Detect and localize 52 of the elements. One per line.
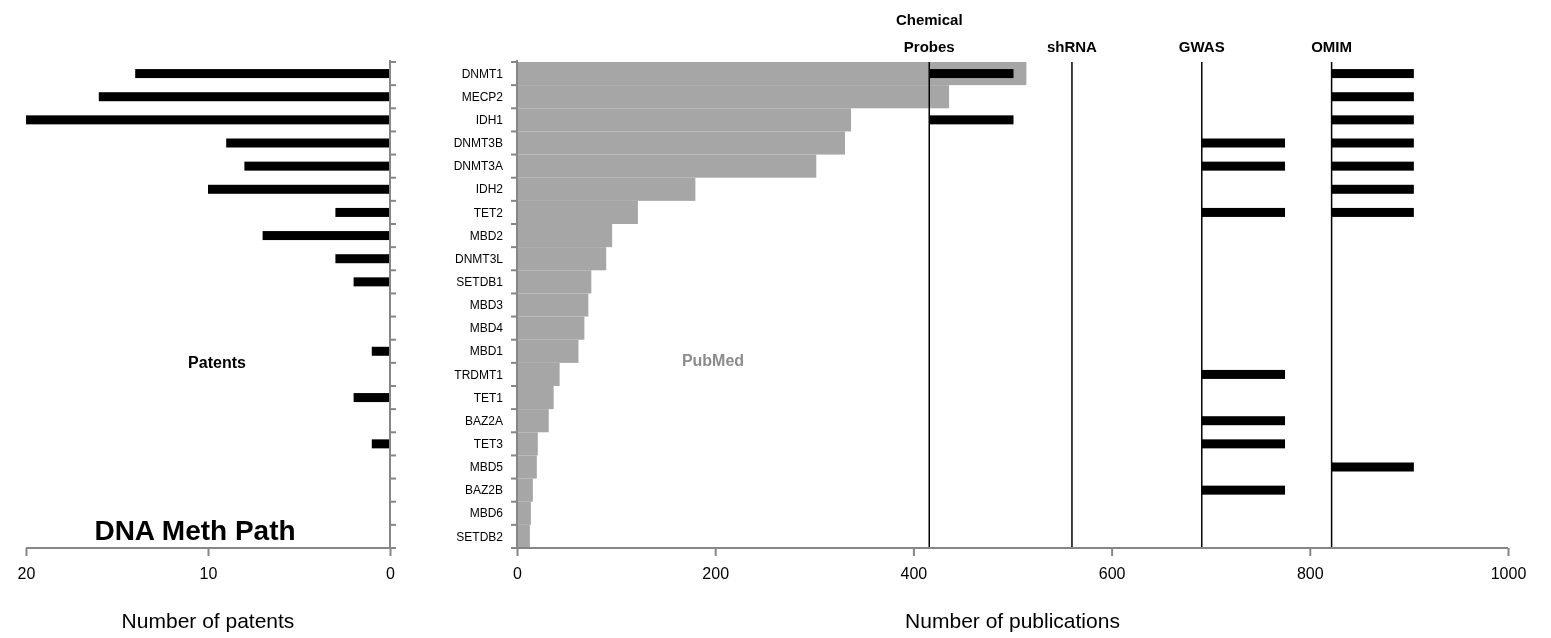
- y-tick-label: BAZ2B: [464, 483, 503, 498]
- bar: [371, 439, 390, 449]
- bar: [98, 92, 390, 102]
- y-tick-label: MBD1: [469, 344, 504, 359]
- y-tick-label: DNMT3A: [453, 159, 503, 174]
- text: Patents: [188, 354, 246, 371]
- x-tick-label: 200: [702, 565, 730, 582]
- y-tick-label: MBD5: [469, 460, 504, 475]
- bar: [26, 115, 390, 125]
- bar: [335, 207, 390, 217]
- bar: [371, 346, 390, 356]
- bar: [208, 184, 390, 194]
- y-tick-label: MECP2: [461, 89, 504, 104]
- x-tick-label: 10: [199, 565, 218, 582]
- y-tick-label: BAZ2A: [464, 413, 503, 428]
- x-tick-label: 0: [513, 565, 523, 582]
- ref-line-label: GWAS: [1178, 38, 1225, 55]
- x-tick-label: 1000: [1490, 565, 1527, 582]
- ref-line-label: Chemical Probes: [895, 11, 963, 55]
- y-tick-label: TRDMT1: [454, 367, 504, 382]
- x-tick-label: 400: [900, 565, 928, 582]
- bar: [353, 393, 390, 403]
- y-tick-label: DNMT3B: [453, 136, 503, 151]
- ref-line-label: OMIM: [1311, 38, 1353, 55]
- x-tick-label: 800: [1296, 565, 1324, 582]
- y-tick-label: TET3: [473, 437, 504, 452]
- y-tick-label: DNMT1: [461, 66, 504, 81]
- x-tick-label: 0: [386, 565, 396, 582]
- y-tick-label: MBD3: [469, 298, 504, 313]
- x-tick-label: 600: [1098, 565, 1126, 582]
- text: PubMed: [681, 352, 745, 369]
- x-axis-title: Number of patents: [121, 609, 295, 632]
- bar: [353, 277, 390, 287]
- y-tick-label: MBD2: [469, 228, 504, 243]
- bar: [244, 161, 390, 171]
- annotation: DNA Meth Path: [94, 515, 296, 546]
- y-tick-label: DNMT3L: [454, 251, 504, 266]
- x-tick-label: 20: [17, 565, 36, 582]
- y-tick-label: IDH1: [475, 113, 504, 128]
- y-tick-label: TET2: [473, 205, 504, 220]
- bar: [226, 138, 390, 148]
- y-tick-label: SETDB1: [456, 275, 504, 290]
- bar: [135, 69, 390, 79]
- bar: [262, 231, 390, 241]
- y-tick-label: IDH2: [475, 182, 504, 197]
- ref-line-label: shRNA: [1046, 38, 1098, 55]
- x-axis-title: Number of publications: [905, 609, 1120, 632]
- bar: [335, 254, 390, 264]
- y-tick-label: MBD4: [469, 321, 504, 336]
- y-tick-label: TET1: [473, 390, 504, 405]
- y-tick-label: SETDB2: [456, 529, 504, 544]
- y-tick-label: MBD6: [469, 506, 504, 521]
